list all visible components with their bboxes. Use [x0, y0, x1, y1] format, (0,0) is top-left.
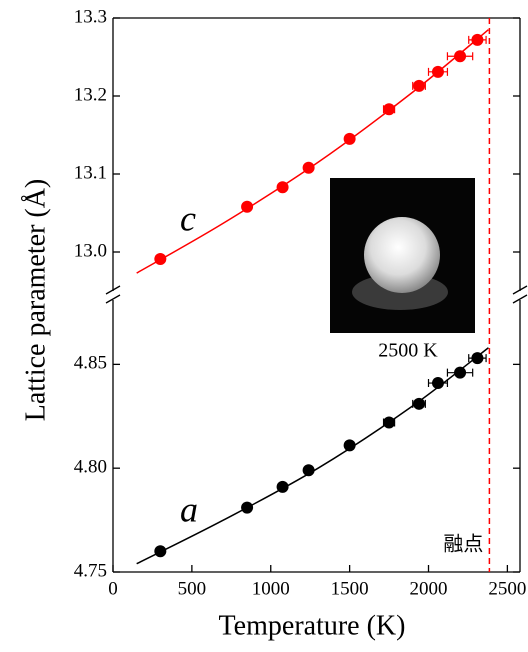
data-point — [154, 545, 166, 557]
melting-label: 融点 — [443, 532, 483, 556]
data-point — [432, 377, 444, 389]
data-point — [344, 439, 356, 451]
y-tick-label: 4.80 — [74, 457, 107, 478]
data-point — [454, 50, 466, 62]
x-tick-label: 500 — [178, 578, 207, 599]
data-point — [303, 464, 315, 476]
data-point — [471, 352, 483, 364]
data-point — [454, 367, 466, 379]
inset-caption: 2500 K — [378, 340, 438, 362]
data-point — [471, 34, 483, 46]
x-tick-label: 2500 — [488, 578, 526, 599]
data-point — [344, 133, 356, 145]
x-tick-label: 1500 — [331, 578, 369, 599]
x-axis-title: Temperature (K) — [219, 610, 406, 641]
y-tick-label: 13.3 — [74, 6, 107, 27]
y-tick-label: 13.1 — [74, 162, 107, 183]
y-tick-label: 4.85 — [74, 353, 107, 374]
data-point — [241, 201, 253, 213]
series-label: a — [180, 489, 198, 529]
data-point — [277, 481, 289, 493]
page: 2500 K c a Temperature (K) Lattice param… — [0, 0, 528, 652]
y-axis-title: Lattice parameter (Å) — [20, 179, 51, 422]
data-point — [383, 417, 395, 429]
y-tick-label: 4.75 — [74, 560, 107, 581]
inset-sphere — [364, 217, 440, 293]
y-tick-label: 13.0 — [74, 240, 107, 261]
x-tick-label: 1000 — [252, 578, 290, 599]
series-label: c — [180, 198, 196, 238]
chart: 2500 K c a Temperature (K) Lattice param… — [0, 0, 528, 652]
data-point — [383, 103, 395, 115]
x-tick-label: 2000 — [410, 578, 448, 599]
data-point — [413, 80, 425, 92]
data-point — [154, 253, 166, 265]
data-point — [241, 502, 253, 514]
y-tick-label: 13.2 — [74, 84, 107, 105]
data-point — [303, 162, 315, 174]
x-tick-label: 0 — [108, 578, 118, 599]
data-point — [432, 66, 444, 78]
data-point — [413, 398, 425, 410]
data-point — [277, 181, 289, 193]
